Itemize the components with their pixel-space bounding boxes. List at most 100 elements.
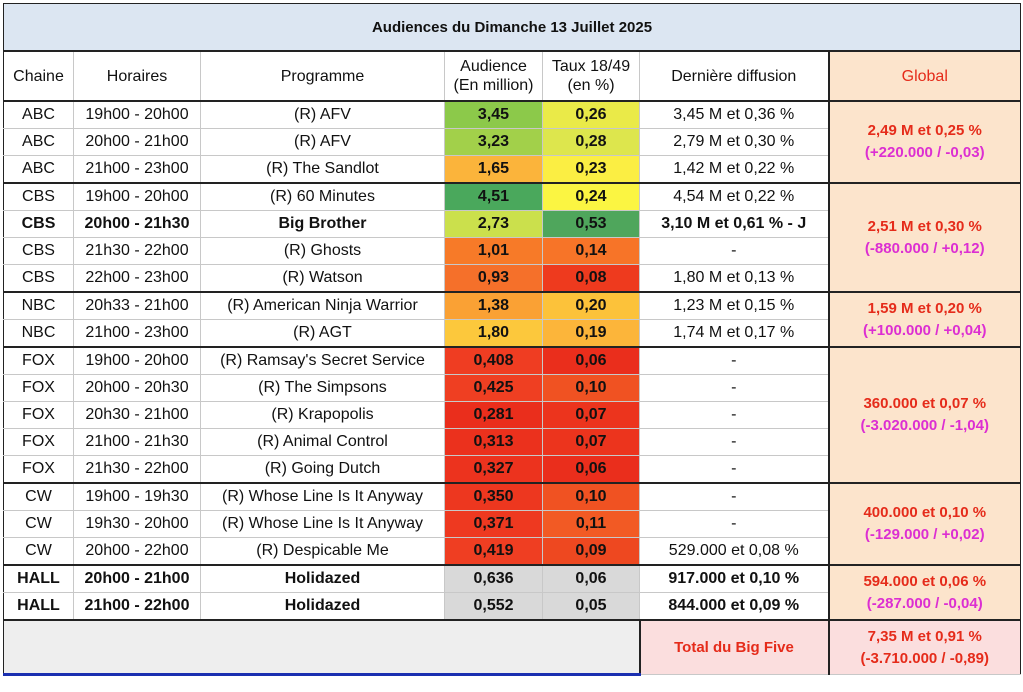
header-row: Chaine Horaires Programme Audience (En m… [3, 50, 1022, 102]
total-values: 7,35 M et 0,91 % (-3.710.000 / -0,89) [827, 619, 1022, 675]
cell-taux: 0,23 [542, 155, 640, 184]
cell-derniere-diffusion: 2,79 M et 0,30 % [639, 128, 829, 156]
cell-horaires: 21h30 - 22h00 [73, 237, 201, 265]
title-row: Audiences du Dimanche 13 Juillet 2025 [2, 3, 1022, 52]
global-delta: (-3.020.000 / -1,04) [860, 417, 989, 434]
cell-horaires: 19h00 - 20h00 [73, 346, 201, 375]
cell-taux: 0,07 [542, 401, 640, 429]
table-row: CBS 19h00 - 20h00 (R) 60 Minutes 4,51 0,24 4,… [3, 182, 1022, 293]
cell-chaine: CW [3, 537, 74, 566]
cell-derniere-diffusion: 1,42 M et 0,22 % [639, 155, 829, 184]
global-main: 2,51 M et 0,30 % [867, 217, 982, 235]
cell-programme: (R) American Ninja Warrior [200, 291, 445, 320]
global-delta: (+220.000 / -0,03) [864, 144, 985, 161]
global-summary: 1,59 M et 0,20 % (+100.000 / +0,04) [827, 291, 1022, 348]
cell-audience: 0,93 [444, 264, 543, 293]
cell-taux: 0,11 [542, 510, 640, 538]
header-audience-line2: (En million) [453, 77, 534, 94]
cell-programme: (R) Despicable Me [200, 537, 445, 566]
header-taux: Taux 18/49 (en %) [542, 50, 640, 102]
header-audience: Audience (En million) [444, 50, 543, 102]
audience-table-container: Audiences du Dimanche 13 Juillet 2025 Ch… [2, 3, 1022, 689]
global-summary: 360.000 et 0,07 % (-3.020.000 / -1,04) [827, 346, 1022, 484]
cell-derniere-diffusion: - [639, 237, 829, 265]
cell-derniere-diffusion: 917.000 et 0,10 % [639, 564, 829, 593]
cell-taux: 0,28 [542, 128, 640, 156]
cell-chaine: NBC [3, 291, 74, 320]
cell-derniere-diffusion: 529.000 et 0,08 % [639, 537, 829, 566]
cell-horaires: 19h00 - 20h00 [73, 100, 201, 129]
global-main: 2,49 M et 0,25 % [867, 122, 982, 139]
cell-chaine: CW [3, 482, 74, 511]
cell-derniere-diffusion: - [639, 374, 829, 402]
cell-derniere-diffusion: 3,45 M et 0,36 % [639, 100, 829, 129]
table-title: Audiences du Dimanche 13 Juillet 2025 [2, 3, 1022, 52]
table-row: NBC 21h00 - 23h00 (R) AGT 1,80 0,19 1,74 M et… [3, 319, 1021, 348]
cell-derniere-diffusion: - [639, 346, 829, 375]
cell-audience: 1,38 [444, 291, 543, 320]
total-delta: (-3.710.000 / -0,89) [860, 649, 989, 667]
cell-horaires: 20h00 - 21h00 [73, 128, 201, 156]
total-label: Total du Big Five [638, 619, 829, 675]
global-delta: (-880.000 / +0,12) [864, 239, 985, 257]
cell-derniere-diffusion: 4,54 M et 0,22 % [639, 182, 829, 211]
cell-chaine: CW [3, 510, 74, 538]
cell-audience: 0,327 [444, 455, 543, 484]
header-derniere-diffusion: Dernière diffusion [639, 50, 829, 102]
cell-taux: 0,26 [542, 100, 640, 129]
cell-taux: 0,24 [542, 182, 640, 211]
cell-taux: 0,07 [542, 428, 640, 456]
cell-derniere-diffusion: - [639, 428, 829, 456]
cell-taux: 0,10 [542, 374, 640, 402]
cell-programme: (R) AGT [200, 319, 445, 348]
audience-table: Audiences du Dimanche 13 Juillet 2025 Ch… [2, 3, 1022, 676]
cell-taux: 0,09 [542, 537, 640, 566]
global-delta: (+100.000 / +0,04) [863, 321, 987, 339]
cell-programme: (R) Watson [200, 264, 445, 293]
cell-chaine: ABC [3, 155, 74, 184]
cell-taux: 0,08 [542, 264, 640, 293]
global-summary: 2,49 M et 0,25 % (+220.000 / -0,03) [827, 100, 1022, 184]
cell-chaine: ABC [3, 100, 74, 129]
cell-programme: (R) Whose Line Is It Anyway [200, 510, 445, 538]
cell-programme: Big Brother [200, 210, 445, 238]
cell-horaires: 20h00 - 22h00 [73, 537, 201, 566]
cell-audience: 3,45 [444, 100, 543, 129]
header-audience-line1: Audience [460, 58, 527, 75]
cell-derniere-diffusion: 1,23 M et 0,15 % [639, 291, 829, 320]
cell-chaine: ABC [3, 128, 74, 156]
table-row: ABC 19h00 - 20h00 (R) AFV 3,45 0,26 3,45 M et… [3, 100, 1022, 184]
cell-horaires: 20h30 - 21h00 [73, 401, 201, 429]
cell-taux: 0,14 [542, 237, 640, 265]
cell-chaine: CBS [3, 182, 74, 211]
cell-programme: Holidazed [200, 592, 445, 621]
cell-audience: 0,419 [444, 537, 543, 566]
cell-chaine: CBS [3, 264, 74, 293]
cell-chaine: CBS [3, 237, 74, 265]
header-taux-line2: (en %) [567, 77, 615, 94]
table-row: CW 20h00 - 22h00 (R) Despicable Me 0,419 0,0… [3, 537, 1021, 566]
table-row: FOX 19h00 - 20h00 (R) Ramsay's Secret Serv… [3, 346, 1022, 484]
cell-derniere-diffusion: - [639, 401, 829, 429]
cell-derniere-diffusion: 1,74 M et 0,17 % [639, 319, 829, 348]
global-delta: (-129.000 / +0,02) [864, 526, 985, 543]
global-main: 1,59 M et 0,20 % [867, 299, 982, 317]
global-summary: 594.000 et 0,06 % (-287.000 / -0,04) [827, 564, 1022, 621]
cell-horaires: 19h00 - 19h30 [73, 482, 201, 511]
cell-derniere-diffusion: 1,80 M et 0,13 % [639, 264, 829, 293]
cell-audience: 0,408 [444, 346, 543, 375]
cell-programme: (R) 60 Minutes [200, 182, 445, 211]
cell-chaine: FOX [3, 428, 74, 456]
table-row: ABC 21h00 - 23h00 (R) The Sandlot 1,65 0,23 1… [3, 155, 1021, 184]
total-filler [3, 619, 640, 676]
cell-audience: 1,65 [444, 155, 543, 184]
cell-derniere-diffusion: 844.000 et 0,09 % [639, 592, 829, 621]
cell-audience: 4,51 [444, 182, 543, 211]
table-row: HALL 20h00 - 21h00 Holidazed 0,636 0,06 917.0… [3, 564, 1022, 621]
cell-programme: (R) Ramsay's Secret Service [200, 346, 445, 375]
table-row: ABC 20h00 - 21h00 (R) AFV 3,23 0,28 2,79 M et… [3, 128, 1021, 156]
cell-audience: 2,73 [444, 210, 543, 238]
table-row: HALL 21h00 - 22h00 Holidazed 0,552 0,05 844.0… [3, 592, 1021, 621]
table-row: FOX 21h30 - 22h00 (R) Going Dutch 0,327 0,06… [3, 455, 1021, 484]
global-summary: 400.000 et 0,10 % (-129.000 / +0,02) [827, 482, 1022, 566]
